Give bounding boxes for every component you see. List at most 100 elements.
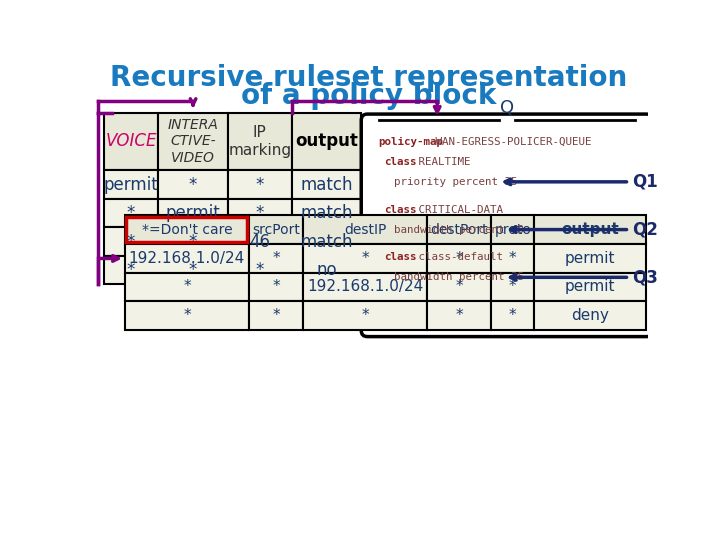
Bar: [228, 227, 292, 256]
Text: bandwidth percent 40: bandwidth percent 40: [394, 225, 523, 234]
Bar: [249, 215, 303, 244]
Text: 46: 46: [249, 233, 270, 251]
Text: INTERA
CTIVE-
VIDEO: INTERA CTIVE- VIDEO: [168, 118, 218, 165]
Bar: [158, 170, 228, 199]
Text: *: *: [272, 251, 280, 266]
Text: *: *: [256, 261, 264, 279]
Bar: [158, 227, 228, 256]
Text: Q3: Q3: [632, 268, 658, 286]
Bar: [534, 273, 647, 301]
FancyBboxPatch shape: [361, 114, 652, 336]
Text: destPort: destPort: [431, 222, 488, 237]
Text: Recursive ruleset representation: Recursive ruleset representation: [110, 64, 628, 92]
Text: VOICE: VOICE: [105, 132, 157, 151]
Text: class-default: class-default: [412, 252, 503, 262]
Bar: [125, 301, 249, 330]
Text: *: *: [189, 261, 197, 279]
Bar: [427, 301, 492, 330]
Text: class: class: [384, 252, 417, 262]
Bar: [228, 112, 292, 170]
Text: srcPort: srcPort: [252, 222, 300, 237]
Text: Q: Q: [500, 99, 514, 117]
Text: class: class: [384, 205, 417, 214]
Text: permit: permit: [104, 176, 158, 193]
Bar: [104, 227, 158, 256]
Text: match: match: [300, 176, 353, 193]
Bar: [228, 199, 292, 227]
Text: *: *: [509, 279, 516, 294]
Text: output: output: [562, 222, 619, 237]
Text: *: *: [127, 261, 135, 279]
Text: proto: proto: [495, 222, 531, 237]
Text: CRITICAL-DATA: CRITICAL-DATA: [412, 205, 503, 214]
Text: *: *: [256, 176, 264, 193]
Text: *: *: [183, 279, 191, 294]
Bar: [492, 273, 534, 301]
Text: *: *: [509, 251, 516, 266]
Bar: [228, 256, 292, 284]
Text: permit: permit: [565, 251, 616, 266]
Text: 192.168.1.0/24: 192.168.1.0/24: [307, 279, 423, 294]
Text: match: match: [300, 233, 353, 251]
Text: destIP: destIP: [344, 222, 387, 237]
Text: *: *: [456, 251, 463, 266]
Bar: [249, 301, 303, 330]
Bar: [125, 273, 249, 301]
Text: deny: deny: [572, 308, 609, 323]
Bar: [125, 215, 249, 244]
Bar: [534, 244, 647, 273]
Text: REALTIME: REALTIME: [412, 157, 470, 167]
Bar: [104, 112, 158, 170]
Text: *: *: [272, 308, 280, 323]
Bar: [292, 256, 361, 284]
Bar: [427, 244, 492, 273]
Text: *: *: [456, 279, 463, 294]
Bar: [292, 199, 361, 227]
Bar: [104, 199, 158, 227]
Text: output: output: [295, 132, 358, 151]
Bar: [292, 112, 361, 170]
Text: *: *: [127, 204, 135, 222]
Bar: [534, 215, 647, 244]
Text: *: *: [127, 233, 135, 251]
Text: Q1: Q1: [632, 173, 658, 191]
Bar: [228, 170, 292, 199]
Bar: [492, 215, 534, 244]
Bar: [104, 170, 158, 199]
Bar: [249, 244, 303, 273]
Text: WAN-EGRESS-POLICER-QUEUE: WAN-EGRESS-POLICER-QUEUE: [428, 137, 591, 147]
Text: permit: permit: [565, 279, 616, 294]
Bar: [427, 215, 492, 244]
Text: *: *: [456, 308, 463, 323]
Bar: [158, 112, 228, 170]
Bar: [125, 244, 249, 273]
Text: *: *: [361, 251, 369, 266]
Text: policy-map: policy-map: [378, 137, 444, 147]
Bar: [127, 217, 248, 242]
Bar: [292, 227, 361, 256]
Bar: [249, 273, 303, 301]
Bar: [303, 244, 427, 273]
Text: *: *: [272, 279, 280, 294]
Bar: [427, 273, 492, 301]
Bar: [492, 244, 534, 273]
Text: no: no: [316, 261, 337, 279]
Text: *: *: [189, 176, 197, 193]
Text: *: *: [183, 308, 191, 323]
Text: class: class: [384, 157, 417, 167]
Text: *=Don't care: *=Don't care: [142, 222, 232, 237]
Bar: [158, 199, 228, 227]
Bar: [303, 215, 427, 244]
Bar: [492, 301, 534, 330]
Text: *: *: [509, 308, 516, 323]
Text: of a policy block: of a policy block: [241, 82, 497, 110]
Text: Q2: Q2: [632, 220, 658, 239]
Text: permit: permit: [166, 204, 220, 222]
Text: match: match: [300, 204, 353, 222]
Text: IP
marking: IP marking: [228, 125, 292, 158]
Text: *: *: [189, 233, 197, 251]
Text: *: *: [361, 308, 369, 323]
Bar: [303, 301, 427, 330]
Text: bandwidth percent 25: bandwidth percent 25: [394, 272, 523, 282]
Bar: [104, 256, 158, 284]
